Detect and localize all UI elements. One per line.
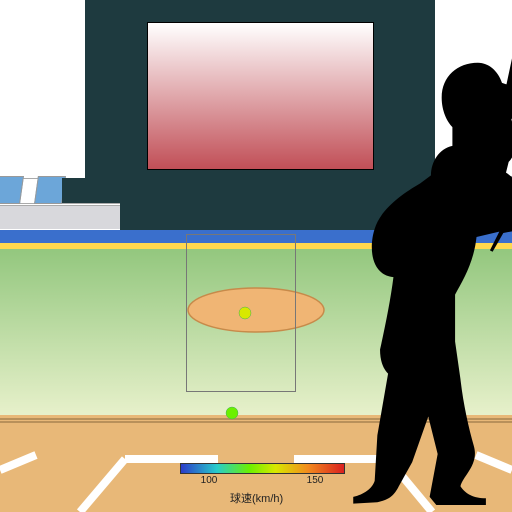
color-scale-bar xyxy=(180,463,345,474)
color-scale-label: 球速(km/h) xyxy=(230,490,283,506)
pitch-location-chart: 100 150 球速(km/h) xyxy=(0,0,512,512)
color-scale-tick: 100 xyxy=(194,475,224,486)
batter-silhouette xyxy=(0,0,512,512)
color-scale-tick: 150 xyxy=(300,475,330,486)
